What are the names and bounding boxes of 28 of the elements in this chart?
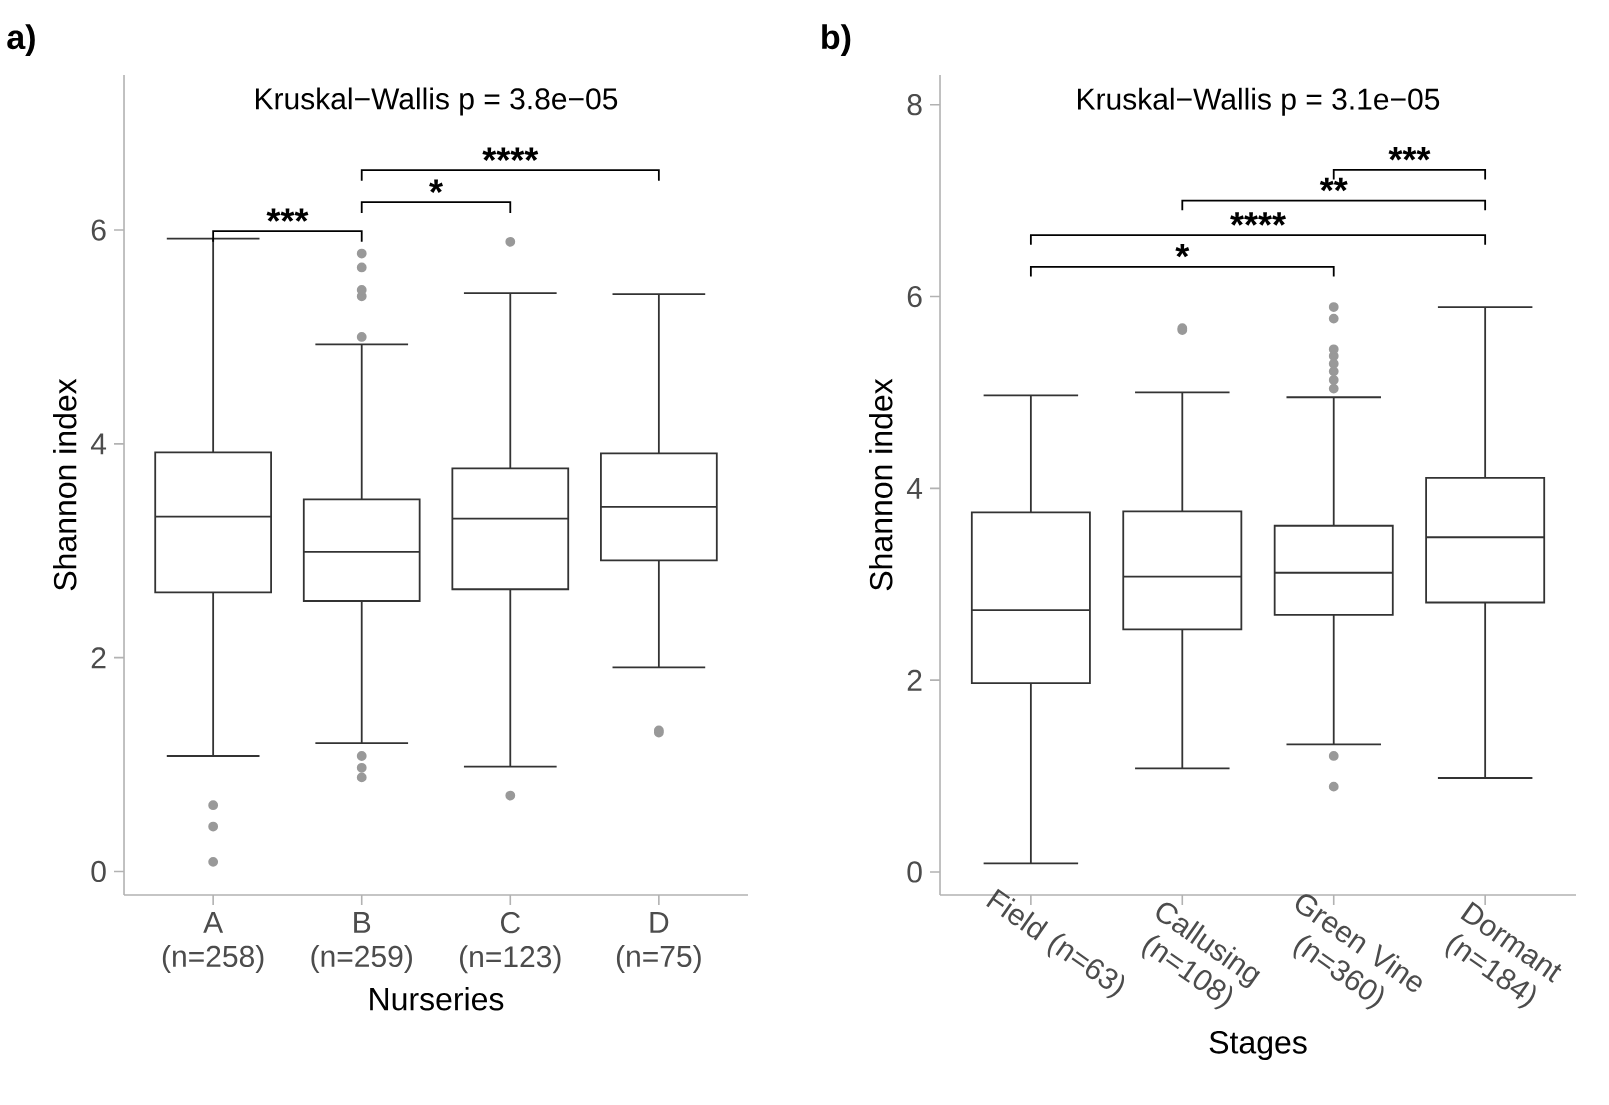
y-tick-label: 2: [907, 669, 922, 691]
annotation: ***: [1388, 147, 1431, 161]
x-axis-title: Nurseries: [370, 986, 504, 1011]
x-tick-label: D (n=75): [616, 912, 701, 973]
annotation: **: [1319, 177, 1348, 192]
y-tick-label: 6: [91, 219, 106, 241]
y-tick-label: 2: [91, 647, 106, 669]
annotation: ****: [1230, 212, 1286, 226]
y-tick-label: 8: [907, 94, 922, 116]
y-tick-label: 4: [90, 433, 107, 455]
chart-title: a): [7, 24, 35, 56]
chart-title: b): [822, 24, 851, 56]
annotation: *: [1175, 243, 1190, 258]
annotation: ****: [482, 147, 539, 161]
y-tick-label: 0: [91, 860, 106, 883]
annotation: Kruskal−Wallis p = 3.1e−05: [1078, 87, 1440, 116]
annotation: *: [429, 179, 443, 193]
annotation: ***: [266, 208, 309, 222]
x-axis-title: Stages: [1209, 1031, 1307, 1061]
x-tick-label: C (n=123): [460, 912, 561, 974]
x-tick-label: A (n=258): [162, 912, 264, 973]
y-axis-title: Shannon index: [53, 378, 77, 591]
annotation: Kruskal−Wallis p = 3.8e−05: [255, 87, 618, 116]
y-axis-title: Shannon index: [869, 378, 893, 591]
y-tick-label: 0: [907, 861, 922, 883]
y-tick-label: 4: [906, 478, 923, 499]
x-tick-label: B (n=259): [311, 912, 412, 973]
y-tick-label: 6: [907, 285, 922, 308]
